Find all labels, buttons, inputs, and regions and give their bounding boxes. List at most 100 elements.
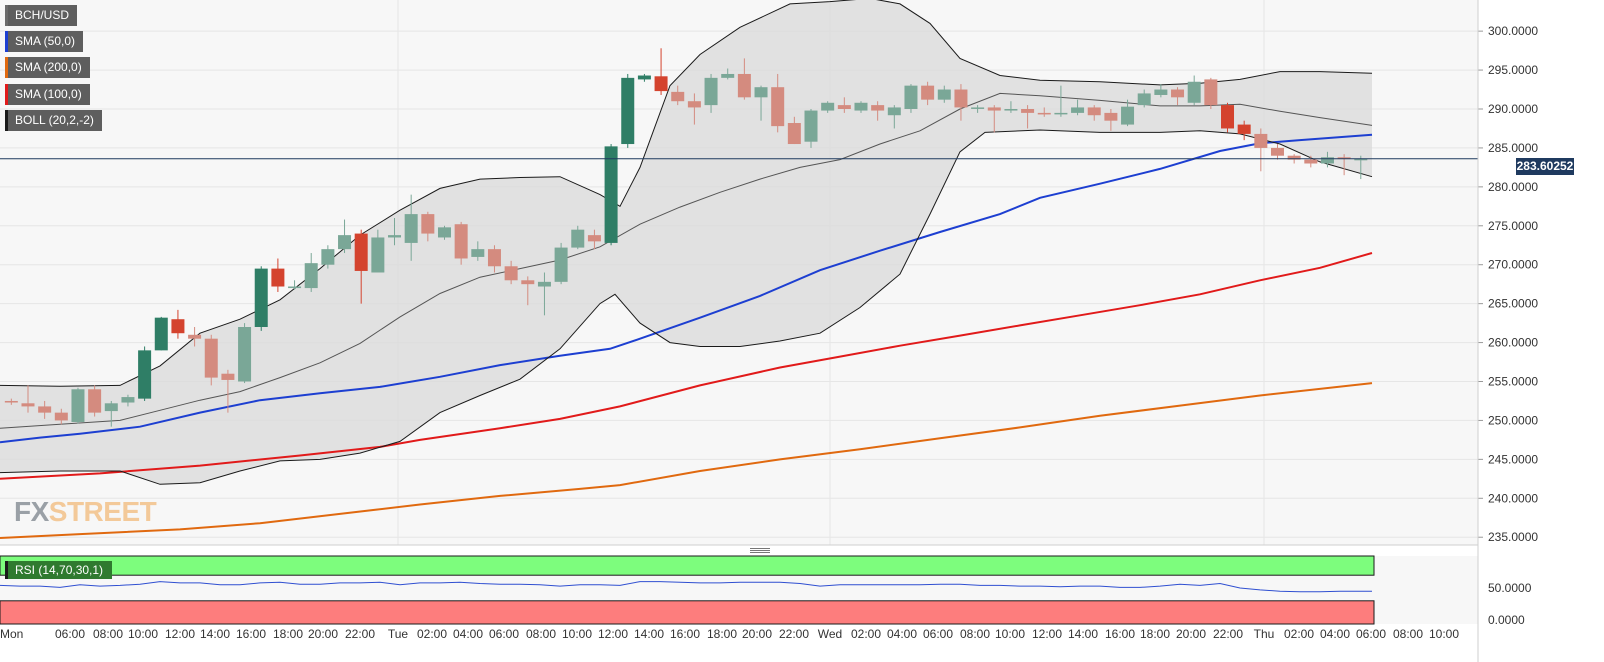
rsi-label-text: RSI (14,70,30,1) (15, 563, 104, 577)
candle-body (1354, 158, 1368, 161)
candle-body (437, 227, 451, 238)
candle-body (1087, 107, 1101, 116)
y-tick-label: 250.0000 (1488, 413, 1538, 427)
y-tick-label: 270.0000 (1488, 258, 1538, 272)
legend-item-sma200[interactable]: SMA (200,0) (5, 57, 90, 78)
x-tick-label: Wed (818, 627, 842, 641)
candle-body (238, 327, 252, 382)
x-tick-label: 06:00 (55, 627, 85, 641)
legend-swatch (5, 561, 8, 579)
candle-body (987, 107, 1001, 111)
x-axis: Mon 06:00 08:00 10:00 12:00 14:00 16:00 18:00 20… (0, 627, 1459, 641)
candle-body (787, 123, 801, 145)
candle-body (821, 102, 835, 111)
x-tick-label: 22:00 (345, 627, 375, 641)
candle-body (571, 229, 585, 248)
y-tick-label: 265.0000 (1488, 297, 1538, 311)
candle-body (1337, 157, 1351, 159)
candle-body (338, 235, 352, 250)
bollinger-band-area (0, 0, 1372, 485)
sma-100-line (0, 252, 1373, 480)
legend-item-symbol[interactable]: BCH/USD (5, 5, 78, 26)
candle-body (371, 237, 385, 273)
y-tick-label: 240.0000 (1488, 491, 1538, 505)
candle-body (771, 87, 785, 127)
legend-item-sma50[interactable]: SMA (50,0) (5, 31, 84, 52)
candle-body (871, 105, 885, 111)
x-tick-label: Tue (388, 627, 409, 641)
legend-label: SMA (200,0) (15, 60, 82, 74)
moving-averages (0, 133, 1373, 539)
candles (4, 48, 1368, 427)
x-tick-label: 12:00 (598, 627, 628, 641)
candle-body (1037, 112, 1051, 115)
candle-body (1320, 157, 1334, 164)
candle-body (537, 281, 551, 287)
candle-body (904, 85, 918, 109)
x-tick-label: 10:00 (995, 627, 1025, 641)
candle-body (954, 89, 968, 108)
candle-body (104, 403, 118, 412)
legend-label: SMA (50,0) (15, 34, 76, 48)
fxstreet-logo: FXSTREET (14, 496, 157, 528)
candle-body (138, 350, 152, 399)
x-tick-label: 16:00 (236, 627, 266, 641)
legend-item-boll[interactable]: BOLL (20,2,-2) (5, 110, 102, 131)
y-tick-label: 285.0000 (1488, 141, 1538, 155)
candle-body (88, 389, 102, 413)
y-tick-label: 295.0000 (1488, 63, 1538, 77)
y-tick-label: 235.0000 (1488, 530, 1538, 544)
legend-swatch (5, 5, 8, 26)
x-tick-label: 12:00 (165, 627, 195, 641)
x-tick-label: 20:00 (1176, 627, 1206, 641)
rsi-line (0, 581, 1372, 593)
candle-body (554, 247, 568, 282)
y-tick-label: 300.0000 (1488, 24, 1538, 38)
candle-body (521, 280, 535, 285)
legend-swatch (5, 31, 8, 52)
candle-body (188, 334, 202, 339)
candle-body (1154, 89, 1168, 95)
candle-body (154, 317, 168, 351)
candle-body (304, 263, 318, 289)
x-tick-label: 16:00 (670, 627, 700, 641)
x-tick-label: Thu (1254, 627, 1275, 641)
candle-body (454, 224, 468, 259)
candle-body (1021, 109, 1035, 113)
candle-body (1270, 147, 1284, 156)
candle-body (71, 389, 85, 422)
y-tick-label: 290.0000 (1488, 102, 1538, 116)
candle-body (604, 146, 618, 243)
logo-fx: FX (14, 496, 49, 527)
candle-body (1304, 159, 1318, 164)
candle-body (1004, 109, 1018, 111)
candle-body (254, 268, 268, 327)
x-tick-label: 22:00 (1213, 627, 1243, 641)
candle-body (121, 397, 135, 403)
x-tick-label: 18:00 (1140, 627, 1170, 641)
rsi-oversold-zone (0, 600, 1375, 625)
candle-body (1204, 79, 1218, 106)
x-tick-label: 02:00 (851, 627, 881, 641)
legend-item-sma100[interactable]: SMA (100,0) (5, 84, 90, 105)
candle-body (937, 89, 951, 100)
panel-resize-handle[interactable] (750, 548, 770, 554)
rsi-tick-label: 50.0000 (1488, 581, 1532, 595)
candle-body (388, 235, 402, 238)
sma-200-line (0, 382, 1373, 539)
y-tick-label: 280.0000 (1488, 180, 1538, 194)
candle-body (737, 73, 751, 98)
x-tick-label: 20:00 (308, 627, 338, 641)
y-axis: 300.0000 295.0000 290.0000 285.0000 280.0000… (1478, 24, 1538, 627)
candle-body (4, 400, 18, 403)
y-tick-label: 245.0000 (1488, 452, 1538, 466)
candle-body (21, 403, 35, 407)
x-tick-label: 06:00 (923, 627, 953, 641)
x-tick-label: 04:00 (453, 627, 483, 641)
candle-body (621, 77, 635, 145)
x-tick-label: 14:00 (634, 627, 664, 641)
candle-body (321, 249, 335, 265)
rsi-legend-label[interactable]: RSI (14,70,30,1) (5, 561, 112, 579)
x-tick-label: Mon (0, 627, 23, 641)
